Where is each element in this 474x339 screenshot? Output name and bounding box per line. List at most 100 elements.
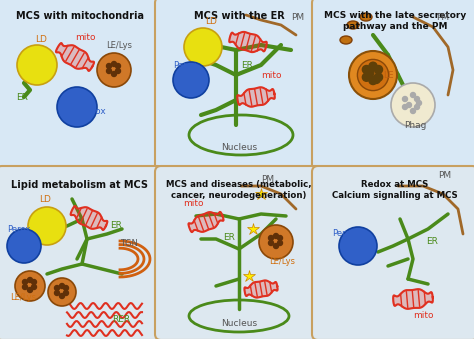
Circle shape bbox=[268, 236, 273, 240]
FancyBboxPatch shape bbox=[155, 0, 323, 171]
Circle shape bbox=[369, 62, 377, 71]
Circle shape bbox=[111, 72, 117, 77]
Circle shape bbox=[374, 65, 383, 74]
Text: mito: mito bbox=[75, 33, 95, 41]
Circle shape bbox=[372, 75, 380, 83]
Text: Nucleus: Nucleus bbox=[221, 319, 257, 328]
Text: Nucleus: Nucleus bbox=[221, 142, 257, 152]
Text: MCS with mitochondria: MCS with mitochondria bbox=[16, 11, 144, 21]
FancyBboxPatch shape bbox=[312, 0, 474, 171]
Text: PM: PM bbox=[436, 13, 449, 21]
Circle shape bbox=[414, 97, 419, 101]
Text: PM: PM bbox=[261, 175, 274, 183]
FancyBboxPatch shape bbox=[312, 166, 474, 339]
Text: LD: LD bbox=[35, 35, 47, 43]
Text: mito: mito bbox=[261, 71, 282, 80]
Circle shape bbox=[60, 294, 64, 299]
Circle shape bbox=[55, 285, 60, 291]
Text: MCS and diseases (metabolic,
cancer, neurodegeneration): MCS and diseases (metabolic, cancer, neu… bbox=[166, 180, 312, 200]
FancyBboxPatch shape bbox=[0, 166, 164, 339]
Circle shape bbox=[417, 100, 421, 105]
Text: ER: ER bbox=[241, 60, 253, 69]
Text: LD: LD bbox=[205, 17, 217, 25]
Text: LE/Lys: LE/Lys bbox=[10, 294, 36, 302]
Text: mito: mito bbox=[413, 312, 434, 320]
Circle shape bbox=[184, 28, 222, 66]
Circle shape bbox=[60, 283, 64, 288]
Circle shape bbox=[362, 65, 371, 74]
Circle shape bbox=[64, 285, 69, 291]
Circle shape bbox=[27, 278, 33, 282]
Text: LE/Lys: LE/Lys bbox=[269, 257, 295, 265]
Text: LE: LE bbox=[383, 71, 393, 80]
Text: Perox: Perox bbox=[173, 60, 196, 69]
Text: Phag: Phag bbox=[404, 120, 427, 129]
Circle shape bbox=[357, 59, 389, 91]
FancyBboxPatch shape bbox=[0, 0, 164, 171]
Circle shape bbox=[410, 93, 416, 98]
Circle shape bbox=[22, 279, 27, 284]
Circle shape bbox=[410, 108, 416, 114]
Text: PM: PM bbox=[291, 13, 304, 21]
FancyBboxPatch shape bbox=[155, 166, 323, 339]
Polygon shape bbox=[56, 43, 94, 71]
Text: PM: PM bbox=[438, 172, 451, 180]
Circle shape bbox=[97, 53, 131, 87]
Text: Redox at MCS
Calcium signalling at MCS: Redox at MCS Calcium signalling at MCS bbox=[332, 180, 458, 200]
Circle shape bbox=[55, 291, 60, 296]
Text: ER: ER bbox=[223, 234, 235, 242]
Circle shape bbox=[414, 104, 419, 109]
Circle shape bbox=[407, 102, 411, 107]
Ellipse shape bbox=[347, 21, 359, 29]
Text: MCS with the ER: MCS with the ER bbox=[193, 11, 284, 21]
Text: mito: mito bbox=[183, 199, 203, 208]
Circle shape bbox=[173, 62, 209, 98]
Circle shape bbox=[107, 63, 111, 68]
Circle shape bbox=[111, 61, 117, 66]
Text: Perox: Perox bbox=[332, 230, 356, 239]
Text: MCS with the late secretory
pathway and the PM: MCS with the late secretory pathway and … bbox=[324, 11, 466, 31]
Circle shape bbox=[369, 76, 377, 84]
Polygon shape bbox=[245, 280, 278, 298]
Text: ER: ER bbox=[16, 93, 28, 101]
Polygon shape bbox=[189, 212, 224, 232]
Circle shape bbox=[48, 278, 76, 306]
Circle shape bbox=[64, 291, 69, 296]
Text: RER: RER bbox=[112, 315, 130, 323]
Text: ER: ER bbox=[426, 238, 438, 246]
Circle shape bbox=[277, 236, 283, 240]
Ellipse shape bbox=[360, 13, 372, 21]
Text: Perox: Perox bbox=[7, 225, 30, 235]
Circle shape bbox=[402, 97, 408, 101]
Circle shape bbox=[22, 284, 27, 290]
Text: LE/Lys: LE/Lys bbox=[106, 41, 132, 51]
Circle shape bbox=[116, 68, 120, 74]
Circle shape bbox=[28, 207, 66, 245]
Polygon shape bbox=[71, 206, 107, 230]
Circle shape bbox=[391, 83, 435, 127]
Circle shape bbox=[402, 104, 408, 109]
Polygon shape bbox=[237, 87, 275, 107]
Circle shape bbox=[27, 287, 33, 293]
Circle shape bbox=[277, 240, 283, 245]
Circle shape bbox=[273, 243, 279, 248]
Text: ER: ER bbox=[110, 221, 122, 231]
Text: Lipid metabolism at MCS: Lipid metabolism at MCS bbox=[11, 180, 148, 190]
Ellipse shape bbox=[340, 36, 352, 44]
Circle shape bbox=[15, 271, 45, 301]
Circle shape bbox=[7, 229, 41, 263]
Polygon shape bbox=[393, 289, 433, 309]
Circle shape bbox=[365, 69, 374, 77]
Circle shape bbox=[268, 240, 273, 245]
Circle shape bbox=[259, 225, 293, 259]
Circle shape bbox=[339, 227, 377, 265]
Circle shape bbox=[362, 73, 371, 81]
Text: LD: LD bbox=[39, 196, 51, 204]
Circle shape bbox=[31, 284, 36, 290]
Circle shape bbox=[31, 279, 36, 284]
Circle shape bbox=[374, 73, 383, 81]
Circle shape bbox=[273, 234, 279, 239]
Polygon shape bbox=[229, 32, 267, 52]
Circle shape bbox=[349, 51, 397, 99]
Circle shape bbox=[17, 45, 57, 85]
